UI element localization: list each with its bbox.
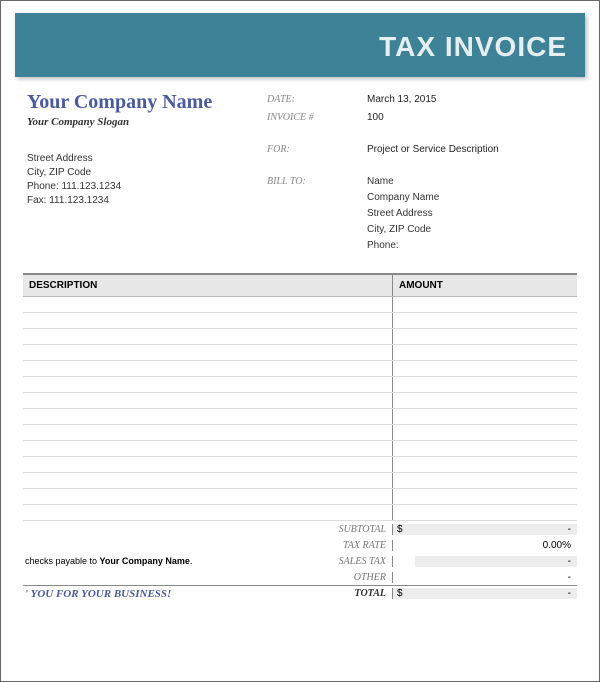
salestax-value: - [415,556,577,567]
cell-description [23,361,393,376]
table-row [23,313,577,329]
banner-title: TAX INVOICE [379,31,567,62]
cell-description [23,393,393,408]
subtotal-row: SUBTOTAL $ - [23,521,577,537]
cell-description [23,313,393,328]
for-label: FOR: [267,141,367,159]
cell-description [23,409,393,424]
billto-label: BILL TO: [267,173,367,191]
header-amount: AMOUNT [393,275,577,296]
taxrate-label: TAX RATE [313,540,393,551]
cell-description [23,345,393,360]
cell-amount [393,329,577,344]
cell-amount [393,361,577,376]
other-label: OTHER [313,572,393,583]
payable-text: checks payable to Your Company Name. [23,556,313,566]
cell-description [23,457,393,472]
meta-labels-column: DATE: INVOICE # FOR: BILL TO: [267,91,367,253]
cell-amount [393,441,577,456]
table-row [23,329,577,345]
company-slogan: Your Company Slogan [27,116,267,128]
billto-city-zip: City, ZIP Code [367,223,577,237]
table-row [23,505,577,521]
company-city-zip: City, ZIP Code [27,166,267,180]
cell-description [23,329,393,344]
table-row [23,377,577,393]
invoice-number-value: 100 [367,109,577,127]
table-header: DESCRIPTION AMOUNT [23,273,577,297]
company-phone: Phone: 111.123.1234 [27,180,267,194]
cell-description [23,473,393,488]
cell-amount [393,409,577,424]
cell-description [23,489,393,504]
cell-amount [393,377,577,392]
table-row [23,393,577,409]
billto-street: Street Address [367,207,577,221]
meta-values-column: March 13, 2015 100 Project or Service De… [367,91,577,253]
for-value: Project or Service Description [367,141,577,159]
cell-description [23,377,393,392]
cell-amount [393,297,577,312]
totals-section: SUBTOTAL $ - TAX RATE 0.00% checks payab… [23,521,577,601]
total-value: - [415,588,577,599]
cell-amount [393,489,577,504]
table-row [23,361,577,377]
cell-amount [393,313,577,328]
cell-amount [393,457,577,472]
subtotal-value: - [415,524,577,535]
payable-name: Your Company Name [100,556,190,566]
salestax-row: checks payable to Your Company Name. SAL… [23,553,577,569]
total-row: ' YOU FOR YOUR BUSINESS! TOTAL $ - [23,585,577,601]
company-street: Street Address [27,152,267,166]
total-currency: $ [393,588,415,599]
thankyou-text: ' YOU FOR YOUR BUSINESS! [23,588,313,600]
subtotal-label: SUBTOTAL [313,524,393,535]
cell-description [23,297,393,312]
header-section: Your Company Name Your Company Slogan St… [1,77,599,253]
company-fax: Fax: 111.123.1234 [27,194,267,208]
table-row [23,489,577,505]
other-value: - [415,572,577,583]
table-row [23,425,577,441]
subtotal-currency: $ [393,524,415,535]
table-row [23,297,577,313]
invoice-banner: TAX INVOICE [15,13,585,77]
salestax-label: SALES TAX [313,556,393,567]
cell-amount [393,473,577,488]
header-description: DESCRIPTION [23,275,393,296]
table-row [23,345,577,361]
cell-amount [393,345,577,360]
billto-company: Company Name [367,191,577,205]
table-row [23,409,577,425]
taxrate-row: TAX RATE 0.00% [23,537,577,553]
company-column: Your Company Name Your Company Slogan St… [27,91,267,253]
date-value: March 13, 2015 [367,91,577,109]
invoice-number-label: INVOICE # [267,109,367,127]
cell-description [23,441,393,456]
billto-phone: Phone: [367,239,577,253]
table-row [23,441,577,457]
total-label: TOTAL [313,588,393,599]
cell-amount [393,505,577,520]
company-name: Your Company Name [27,91,267,114]
line-items [23,297,577,521]
cell-description [23,505,393,520]
taxrate-value: 0.00% [415,540,577,551]
table-row [23,457,577,473]
billto-name: Name [367,175,577,189]
cell-amount [393,425,577,440]
table-row [23,473,577,489]
other-row: OTHER - [23,569,577,585]
date-label: DATE: [267,91,367,109]
cell-description [23,425,393,440]
cell-amount [393,393,577,408]
